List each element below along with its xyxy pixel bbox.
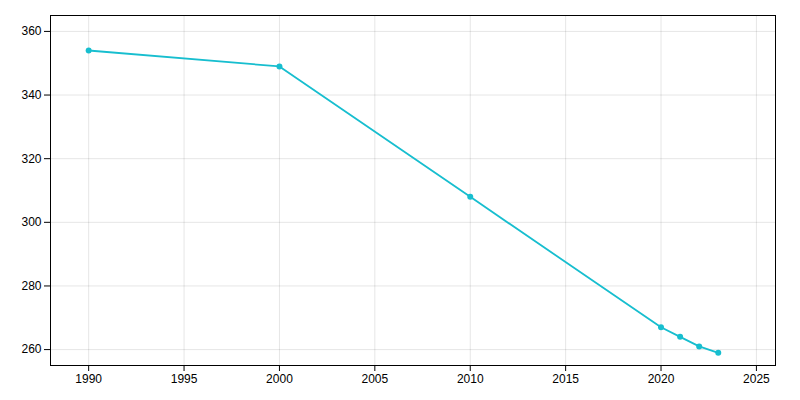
svg-text:2005: 2005 xyxy=(361,372,388,386)
svg-text:280: 280 xyxy=(21,279,41,293)
svg-text:2020: 2020 xyxy=(648,372,675,386)
svg-text:340: 340 xyxy=(21,88,41,102)
svg-text:2010: 2010 xyxy=(457,372,484,386)
svg-text:360: 360 xyxy=(21,24,41,38)
svg-text:2025: 2025 xyxy=(743,372,770,386)
svg-text:2000: 2000 xyxy=(266,372,293,386)
svg-text:260: 260 xyxy=(21,342,41,356)
svg-text:1990: 1990 xyxy=(75,372,102,386)
svg-text:320: 320 xyxy=(21,152,41,166)
svg-text:300: 300 xyxy=(21,215,41,229)
svg-text:2015: 2015 xyxy=(552,372,579,386)
svg-text:1995: 1995 xyxy=(171,372,198,386)
